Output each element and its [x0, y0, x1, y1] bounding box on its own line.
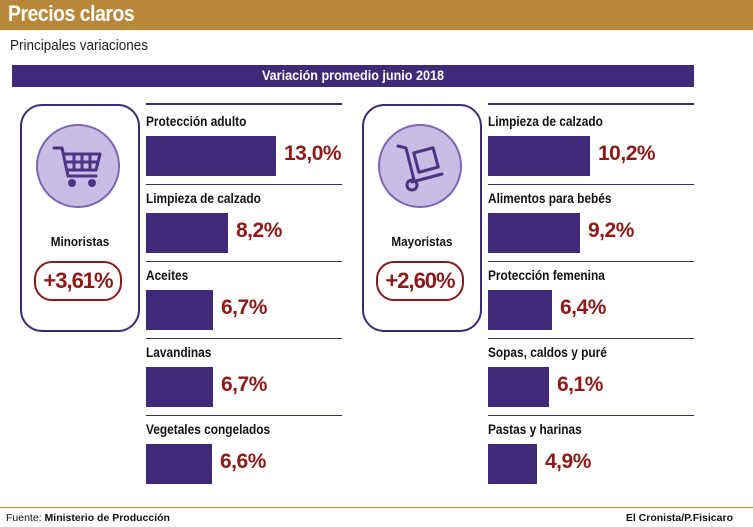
- shopping-cart-icon: [52, 146, 102, 187]
- column-top-line: [146, 103, 342, 105]
- source-prefix: Fuente:: [6, 512, 42, 524]
- bar: [146, 136, 276, 176]
- row-separator: [488, 415, 694, 416]
- category-label: Pastas y harinas: [488, 422, 582, 437]
- value-label: 8,2%: [236, 219, 282, 242]
- period-banner: Variación promedio junio 2018: [12, 65, 694, 87]
- page-title: Precios claros: [8, 1, 135, 26]
- value-label: 13,0%: [284, 142, 342, 165]
- row-separator: [488, 261, 694, 262]
- category-label: Protección adulto: [146, 114, 247, 129]
- value-label: 6,7%: [221, 373, 267, 396]
- value-label: 4,9%: [545, 450, 591, 473]
- category-label: Alimentos para bebés: [488, 191, 612, 206]
- value-label: 6,6%: [220, 450, 266, 473]
- mayoristas-panel: Mayoristas +2,60%: [362, 104, 482, 332]
- bar: [146, 444, 212, 484]
- period-label: Variación promedio junio 2018: [261, 67, 445, 83]
- row-separator: [488, 184, 694, 185]
- row-separator: [146, 338, 342, 339]
- category-label: Vegetales congelados: [146, 422, 271, 437]
- credit-line: El Cronista/P.Fisicaro: [625, 512, 733, 524]
- bar: [488, 136, 590, 176]
- source-name: Ministerio de Producción: [44, 512, 170, 524]
- value-label: 10,2%: [598, 142, 656, 165]
- bar: [146, 367, 213, 407]
- category-label: Sopas, caldos y puré: [488, 345, 607, 360]
- mayoristas-average-badge: +2,60%: [376, 261, 464, 301]
- category-label: Limpieza de calzado: [488, 114, 603, 129]
- icon-circle: [36, 124, 120, 208]
- category-label: Limpieza de calzado: [146, 191, 261, 206]
- bar: [488, 213, 580, 253]
- bar: [146, 290, 213, 330]
- row-separator: [488, 338, 694, 339]
- footer-divider: [0, 507, 753, 508]
- icon-circle: [378, 124, 462, 208]
- minoristas-panel: Minoristas +3,61%: [20, 104, 140, 332]
- title-bar: Precios claros: [0, 0, 753, 30]
- value-label: 6,4%: [560, 296, 606, 319]
- column-top-line: [488, 103, 694, 105]
- value-label: 6,1%: [557, 373, 603, 396]
- bar: [488, 367, 549, 407]
- category-label: Aceites: [146, 268, 189, 283]
- source-note: Fuente: Ministerio de Producción: [6, 512, 170, 524]
- hand-truck-icon: [396, 144, 444, 192]
- bar: [488, 290, 552, 330]
- row-separator: [146, 261, 342, 262]
- value-label: 9,2%: [588, 219, 634, 242]
- value-label: 6,7%: [221, 296, 267, 319]
- category-label: Lavandinas: [146, 345, 212, 360]
- row-separator: [146, 415, 342, 416]
- minoristas-average-badge: +3,61%: [34, 261, 122, 301]
- page-subtitle: Principales variaciones: [10, 37, 149, 54]
- row-separator: [146, 184, 342, 185]
- mayoristas-label: Mayoristas: [391, 234, 453, 249]
- bar: [146, 213, 228, 253]
- bar: [488, 444, 537, 484]
- minoristas-label: Minoristas: [50, 234, 110, 249]
- category-label: Protección femenina: [488, 268, 605, 283]
